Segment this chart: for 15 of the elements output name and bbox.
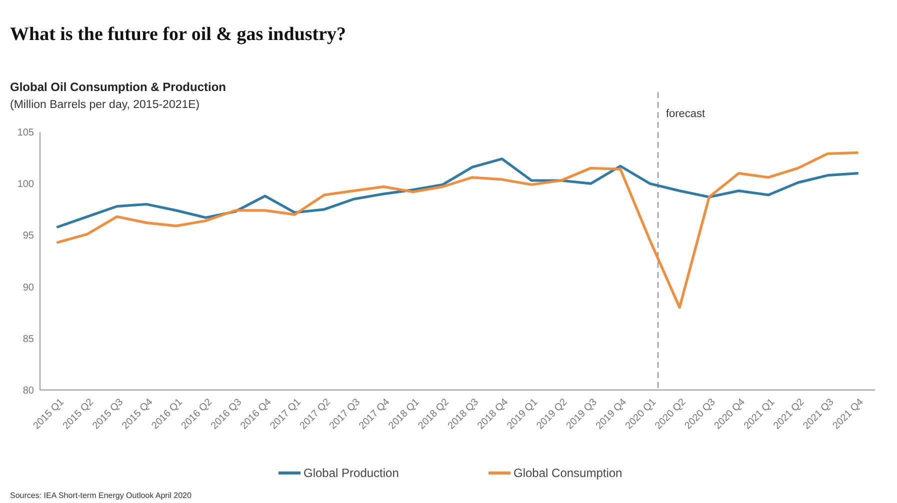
ref-line-label: forecast (666, 108, 706, 120)
source-note: Sources: IEA Short-term Energy Outlook April 2020 (10, 491, 192, 500)
y-tick-label: 90 (22, 282, 34, 294)
y-tick-label: 80 (22, 386, 34, 396)
legend-label: Global Consumption (514, 466, 622, 480)
chart-subtitle: Global Oil Consumption & Production (10, 80, 226, 94)
legend-label: Global Production (304, 466, 399, 480)
y-tick-label: 105 (17, 128, 34, 138)
y-tick-label: 85 (22, 334, 34, 345)
y-axis-title: (Million Barrels per day, 2015-2021E) (10, 99, 200, 111)
y-tick-label: 95 (22, 230, 34, 242)
line-series (56, 151, 859, 309)
line-series (56, 158, 859, 228)
chart-title: What is the future for oil & gas industry? (10, 24, 346, 45)
y-tick-label: 100 (17, 179, 34, 190)
